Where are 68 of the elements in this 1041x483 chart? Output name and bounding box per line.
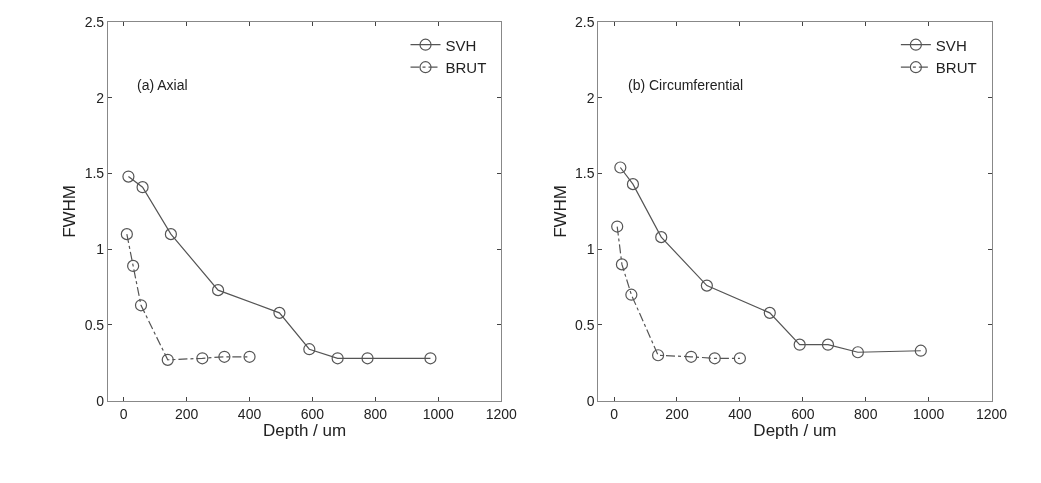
point — [652, 349, 665, 362]
point — [134, 299, 148, 312]
point — [273, 306, 286, 319]
y-tick-label: 2 — [586, 89, 595, 106]
x-tick-label: 1000 — [422, 405, 455, 422]
x-tick-label: 600 — [791, 405, 815, 422]
y-tick-label: 1.5 — [84, 165, 105, 182]
point — [821, 338, 835, 351]
x-tick-label: 0 — [610, 405, 619, 422]
point — [164, 228, 177, 241]
y-tick-label: 2 — [96, 89, 105, 106]
x-tick-label: 1000 — [913, 405, 945, 422]
y-axis-title: FWHM — [60, 184, 80, 238]
point — [614, 161, 627, 174]
point — [122, 170, 135, 183]
x-tick-label: 800 — [363, 405, 388, 422]
point — [136, 181, 149, 194]
point — [733, 352, 746, 365]
annotation: (a) Axial — [137, 77, 188, 93]
y-tick-label: 2.5 — [575, 14, 595, 31]
point — [161, 353, 174, 366]
y-tick-label: 1.5 — [575, 165, 595, 182]
point — [424, 352, 437, 365]
x-tick-label: 800 — [854, 405, 878, 422]
point — [708, 352, 721, 365]
point — [685, 350, 698, 363]
legend-label: SVH — [445, 36, 477, 54]
y-tick-label: 2.5 — [84, 14, 105, 31]
legend-label: BRUT — [445, 59, 487, 77]
point — [127, 259, 140, 273]
y-tick-label: 0.5 — [575, 316, 595, 333]
point — [655, 231, 668, 244]
point — [615, 258, 629, 271]
x-tick-label: 1200 — [976, 405, 1008, 422]
y-axis-title: FWHM — [550, 184, 570, 238]
point — [243, 350, 256, 363]
point — [793, 338, 806, 351]
x-tick-label: 200 — [174, 405, 199, 422]
point — [626, 178, 640, 191]
y-tick-label: 1 — [586, 241, 595, 258]
x-tick-label: 1200 — [485, 405, 518, 422]
point — [218, 350, 231, 363]
point — [303, 343, 316, 356]
point — [331, 352, 344, 365]
point — [120, 228, 133, 241]
point — [361, 352, 374, 365]
point — [211, 284, 225, 297]
point — [611, 220, 624, 233]
x-tick-label: 0 — [119, 405, 128, 422]
legend-label: BRUT — [935, 59, 977, 77]
point — [763, 306, 776, 319]
y-tick-label: 0 — [96, 392, 105, 409]
x-axis-title: Depth / um — [263, 421, 347, 441]
x-axis-title: Depth / um — [753, 421, 837, 441]
x-tick-label: 600 — [300, 405, 325, 422]
annotation: (b) Circumferential — [628, 77, 744, 93]
point — [700, 279, 713, 292]
y-tick-label: 1 — [96, 241, 105, 258]
point — [851, 346, 864, 359]
y-tick-label: 0.5 — [84, 316, 105, 333]
point — [196, 352, 209, 365]
legend-label: SVH — [935, 36, 967, 54]
point — [914, 344, 927, 357]
x-tick-label: 200 — [665, 405, 689, 422]
x-tick-label: 400 — [728, 405, 752, 422]
point — [625, 288, 638, 301]
y-tick-label: 0 — [586, 392, 595, 409]
x-tick-label: 400 — [237, 405, 262, 422]
